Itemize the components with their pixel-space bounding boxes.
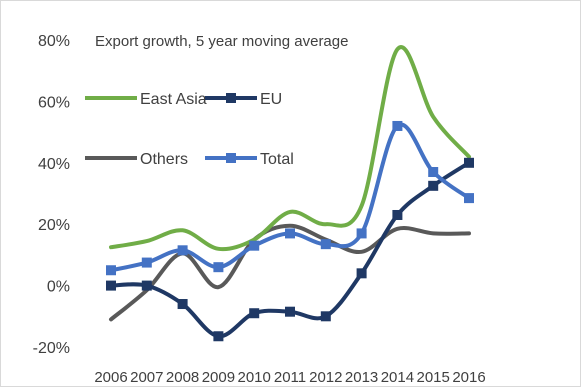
data-point-eu [285, 306, 295, 317]
data-point-total [213, 262, 224, 273]
x-tick-label: 2011 [274, 369, 306, 386]
data-point-eu [249, 308, 260, 319]
y-tick-label: 60% [38, 94, 70, 111]
data-point-eu [392, 209, 403, 220]
data-point-total [392, 120, 403, 131]
y-tick-label: 0% [47, 279, 70, 296]
x-tick-label: 2012 [309, 369, 342, 386]
x-tick-label: 2016 [452, 369, 485, 386]
data-point-eu [177, 299, 188, 310]
data-point-total [106, 265, 116, 276]
x-tick-label: 2009 [202, 369, 235, 386]
x-tick-label: 2014 [381, 369, 414, 386]
data-point-total [464, 193, 474, 204]
data-point-total [428, 167, 439, 178]
y-tick-label: 80% [38, 33, 70, 50]
legend-label-others: Others [140, 151, 188, 168]
series-line-others [109, 223, 471, 322]
data-point-total [356, 228, 367, 239]
legend-label-eu: EU [260, 91, 282, 108]
data-point-total [249, 240, 260, 251]
data-point-eu [428, 180, 439, 191]
y-tick-label: 40% [38, 156, 70, 173]
legend-marker-total [226, 153, 236, 163]
data-point-total [320, 239, 331, 250]
x-tick-label: 2010 [238, 369, 271, 386]
legend: East Asia EU Others Total [85, 91, 294, 168]
data-point-total [285, 228, 295, 239]
x-tick-label: 2006 [94, 369, 127, 386]
y-tick-label: -20% [33, 340, 70, 357]
data-point-total [177, 245, 188, 256]
x-tick-label: 2015 [417, 369, 450, 386]
chart-title: Export growth, 5 year moving average [95, 33, 348, 50]
data-point-eu [141, 280, 152, 291]
legend-label-east-asia: East Asia [140, 91, 207, 108]
data-point-eu [106, 280, 116, 291]
data-point-eu [356, 268, 367, 279]
y-axis: -20% 0% 20% 40% 60% 80% [33, 33, 70, 357]
series-line-east-asia [109, 45, 471, 252]
y-tick-label: 20% [38, 217, 70, 234]
data-point-total [141, 257, 152, 268]
x-axis: 2006 2007 2008 2009 2010 2011 2012 2013 2014 2015… [94, 369, 485, 386]
legend-marker-eu [226, 93, 236, 103]
x-tick-label: 2008 [166, 369, 199, 386]
legend-label-total: Total [260, 151, 294, 168]
data-point-eu [213, 331, 224, 342]
plot-area [106, 45, 474, 342]
x-tick-label: 2007 [130, 369, 163, 386]
data-point-eu [320, 311, 331, 322]
x-tick-label: 2013 [345, 369, 378, 386]
data-point-eu [464, 157, 474, 168]
